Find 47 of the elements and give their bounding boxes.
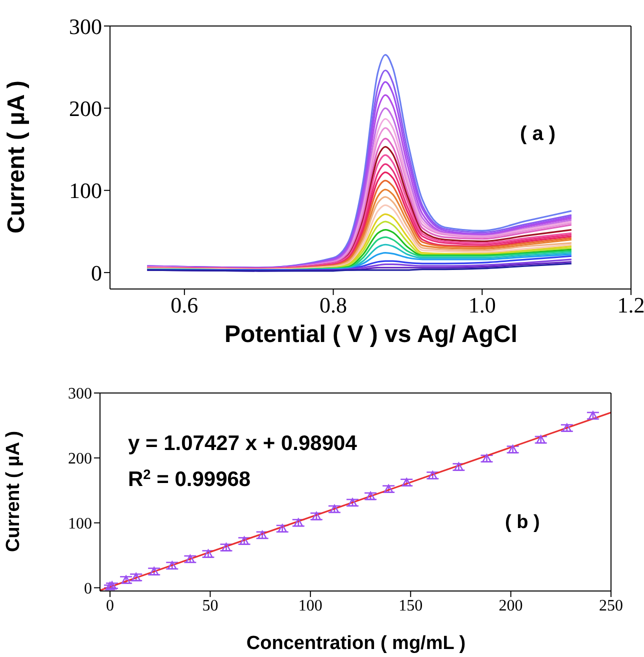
point <box>105 582 115 590</box>
point <box>482 454 492 462</box>
y-axis-title: Current ( µA ) <box>3 80 30 234</box>
y-tick-label: 200 <box>68 450 92 468</box>
point <box>454 462 464 471</box>
point <box>294 518 304 527</box>
x-axis-title: Concentration ( mg/mL ) <box>246 633 466 654</box>
y-tick-label: 100 <box>69 178 102 204</box>
point <box>402 478 412 486</box>
x-tick-label: 250 <box>599 597 623 614</box>
y-tick-label: 0 <box>84 580 92 598</box>
point <box>428 470 438 480</box>
x-tick-label: 50 <box>202 597 218 614</box>
point <box>167 561 177 570</box>
annotation: y = 1.07427 x + 0.98904 <box>128 432 358 455</box>
annotation: ( b ) <box>505 512 540 533</box>
x-axis-title: Potential ( V ) vs Ag/ AgCl <box>224 321 518 348</box>
point <box>366 492 376 500</box>
y-tick-label: 200 <box>69 96 102 121</box>
point <box>149 566 159 576</box>
point <box>508 444 518 454</box>
annotation: ( a ) <box>520 123 556 145</box>
x-tick-label: 150 <box>398 597 423 614</box>
point <box>588 411 598 420</box>
x-tick-label: 1.2 <box>617 292 644 318</box>
y-tick-label: 100 <box>68 516 92 533</box>
x-tick-label: 200 <box>498 597 523 614</box>
y-axis-title: Current ( µA ) <box>3 430 24 552</box>
x-tick-label: 100 <box>298 597 322 614</box>
point <box>562 423 572 432</box>
point <box>222 542 231 552</box>
x-tick-label: 1.0 <box>468 292 496 318</box>
y-tick-label: 300 <box>69 14 102 39</box>
point <box>240 536 249 545</box>
x-tick-label: 0 <box>106 597 114 614</box>
y-tick-label: 300 <box>68 386 92 403</box>
x-tick-label: 0.6 <box>170 292 198 318</box>
point <box>278 524 288 533</box>
x-tick-label: 0.8 <box>320 292 348 318</box>
annotation: R$^{2}$ = 0.99968 <box>128 466 251 491</box>
point <box>330 504 340 514</box>
point <box>312 512 322 520</box>
point <box>204 549 213 558</box>
y-tick-label: 0 <box>91 260 102 286</box>
point <box>348 498 358 507</box>
point <box>536 435 546 444</box>
point <box>384 484 394 493</box>
